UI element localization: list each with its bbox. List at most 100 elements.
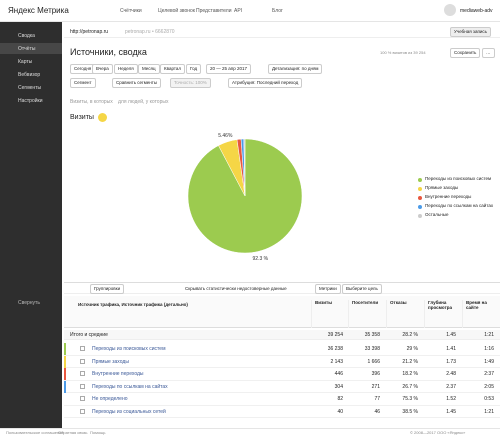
row-cell: 26.7 %	[402, 383, 418, 390]
row-cell: 29 %	[406, 346, 418, 352]
detail[interactable]: Детализация: по дням	[268, 64, 323, 74]
filter-visits[interactable]: Визиты, в которых	[70, 99, 113, 105]
row-label[interactable]: Внутренние переходы	[92, 371, 144, 377]
table-row	[64, 393, 500, 406]
legend-swatch	[418, 178, 422, 182]
sidebar-item[interactable]: Карты	[18, 59, 33, 65]
row-cell: 271	[371, 383, 380, 390]
nav-link[interactable]: Представители	[196, 8, 232, 14]
sidebar-item[interactable]: Настройки	[18, 98, 43, 104]
collapse[interactable]: Свернуть	[18, 300, 40, 306]
row-cell: 36 238	[327, 346, 343, 352]
sidebar-item[interactable]: Вебвизор	[18, 72, 41, 78]
user-name[interactable]: mediaweb-adv	[460, 8, 493, 14]
row-cell: 1.73	[446, 358, 456, 365]
report-title: Источники, сводка	[70, 47, 147, 57]
row-cell: 1.41	[446, 346, 456, 352]
row-label[interactable]: Переходы из социальных сетей	[92, 408, 166, 415]
table-header	[64, 296, 500, 328]
row-cell: 1:16	[484, 346, 494, 352]
nav-link[interactable]: Счётчики	[120, 8, 142, 14]
row-label[interactable]: Прямые заходы	[92, 358, 129, 365]
legend-swatch	[418, 187, 422, 191]
legend-label[interactable]: Переходы по ссылкам на сайтах	[425, 203, 494, 208]
goal-button[interactable]: Выберите цель	[342, 284, 382, 294]
legend-label[interactable]: Внутренние переходы	[425, 194, 472, 199]
row-cell: 18.2 %	[402, 371, 418, 377]
sample-info: 100 % визитов из 39 254	[380, 50, 426, 55]
legend-label[interactable]: Переходы из поисковых систем	[425, 176, 492, 181]
table-toolbar	[64, 282, 500, 294]
legend-label[interactable]: Прямые заходы	[425, 185, 459, 190]
row-cell: 2.48	[446, 371, 456, 377]
footer-link[interactable]: Пользовательское соглашение	[6, 430, 64, 435]
demo-button[interactable]: Учебная запись	[450, 27, 492, 37]
row-cell: 2:05	[484, 383, 494, 390]
row-checkbox[interactable]	[80, 408, 85, 414]
period-button[interactable]: Вчера	[92, 64, 113, 74]
attribution-button[interactable]: Атрибуция: Последний переход	[228, 78, 303, 88]
table-row	[64, 406, 500, 418]
footer-link[interactable]: Помощь	[90, 430, 106, 435]
chart-type-icon[interactable]	[98, 113, 107, 122]
groupings-button[interactable]: Группировки	[90, 284, 125, 294]
header-cell: Отказы	[386, 300, 420, 328]
period-button[interactable]: Квартал	[160, 64, 186, 74]
table-row	[64, 368, 500, 381]
hide-toggle[interactable]: Скрывать статистически недостоверные дан…	[185, 286, 287, 291]
compare-button[interactable]: Сравнить сегменты	[112, 78, 162, 88]
logo[interactable]: Яндекс Метрика	[8, 6, 69, 15]
table-row	[64, 343, 500, 356]
metrics-button[interactable]: Метрики	[315, 284, 341, 294]
legend-label[interactable]: Остальные	[425, 212, 449, 217]
date-range[interactable]: 20 — 25 апр 2017	[206, 64, 251, 74]
legend-swatch	[418, 214, 422, 218]
copyright: © 2008—2017 ООО «Яндекс»	[410, 430, 466, 435]
table-row	[64, 381, 500, 393]
sidebar-item[interactable]: Сводка	[18, 33, 35, 39]
pie-chart: 92.3 % 5.46%	[187, 133, 303, 262]
row-cell: 46	[374, 408, 380, 415]
footer-link[interactable]: Обратная связь	[58, 430, 88, 435]
header-cell: Посетители	[348, 300, 382, 328]
row-checkbox[interactable]	[80, 346, 85, 351]
total-cell: 39 254	[327, 332, 343, 338]
nav-link[interactable]: API	[234, 8, 243, 14]
row-cell: 33 398	[364, 346, 380, 352]
row-cell: 2:37	[484, 371, 494, 377]
total-cell: 1:21	[484, 332, 494, 338]
row-cell: 82	[337, 396, 343, 402]
row-label[interactable]: Переходы по ссылкам на сайтах	[92, 383, 168, 390]
save-button[interactable]: Сохранить	[450, 48, 481, 58]
period-button[interactable]: Месяц	[138, 64, 160, 74]
row-label[interactable]: Не определено	[92, 396, 128, 402]
row-checkbox[interactable]	[80, 396, 85, 401]
row-checkbox[interactable]	[80, 371, 85, 376]
total-label: Итого и средние	[70, 332, 108, 338]
period-button[interactable]: Неделя	[114, 64, 138, 74]
row-cell: 77	[374, 396, 380, 402]
header-cell: Источник трафика, Источник трафика (дета…	[78, 302, 188, 307]
row-cell: 38.5 %	[402, 408, 418, 415]
segment-button[interactable]: Сегмент	[70, 78, 96, 88]
row-checkbox[interactable]	[80, 358, 85, 364]
counter-url[interactable]: http://petronap.ru	[70, 29, 109, 35]
total-cell: 1.45	[446, 332, 456, 338]
sidebar-item[interactable]: Сегменты	[18, 85, 42, 91]
legend-swatch	[418, 196, 422, 200]
row-cell: 21.2 %	[402, 358, 418, 365]
header-cell: Время на сайте	[462, 300, 496, 328]
filter-people[interactable]: для людей, у которых	[118, 99, 169, 105]
more-button[interactable]: …	[482, 48, 495, 58]
row-color	[64, 380, 66, 393]
avatar[interactable]	[444, 4, 456, 16]
sidebar-item[interactable]: Отчёты	[0, 43, 62, 54]
nav-link[interactable]: Блог	[272, 8, 283, 14]
accuracy-button[interactable]: Точность: 100%	[170, 78, 211, 88]
slice-label: 92.3 %	[253, 256, 269, 262]
row-cell: 1.52	[446, 396, 456, 402]
nav-link[interactable]: Целевой звонок	[158, 8, 195, 14]
period-button[interactable]: Год	[186, 64, 202, 74]
row-label[interactable]: Переходы из поисковых систем	[92, 346, 166, 352]
row-checkbox[interactable]	[80, 383, 85, 389]
